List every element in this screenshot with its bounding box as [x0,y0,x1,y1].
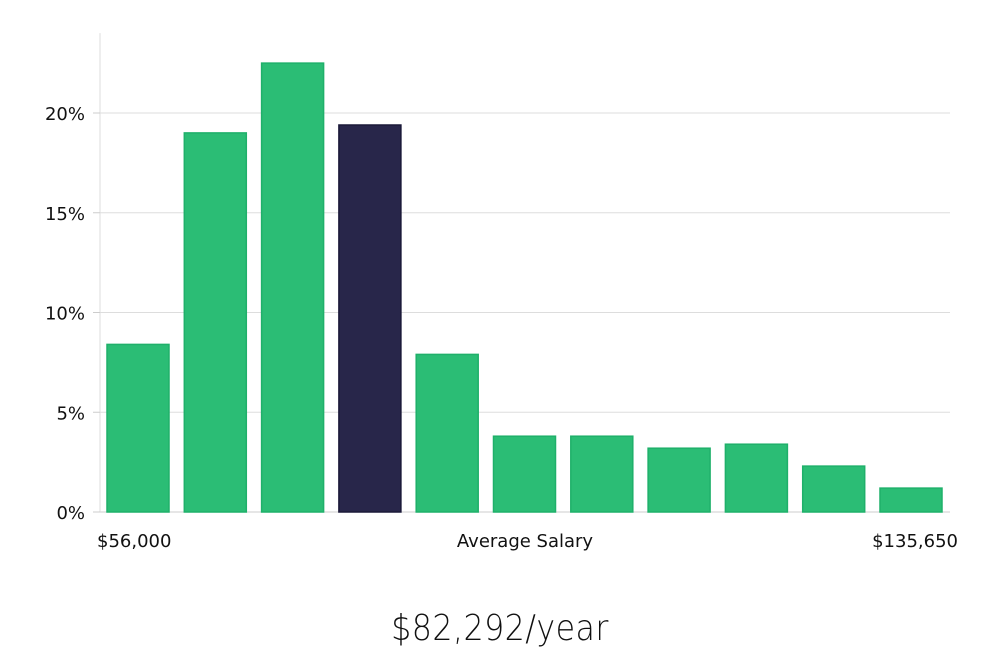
bars-group [106,62,943,513]
average-salary-headline: $82,292/year [391,608,609,649]
salary-histogram: 0% 5% 10% 15% 20% $56,000 Average Salary $13… [45,33,958,552]
y-tick-label: 5% [56,403,85,424]
bar-6 [492,435,557,513]
bar-9 [724,443,789,513]
bar-2 [183,132,248,513]
bar-11 [879,487,943,513]
bar-7 [570,435,634,513]
bar-1 [106,343,170,513]
bar-highlighted [338,124,402,513]
y-tick-labels: 0% 5% 10% 15% 20% [45,104,100,524]
bar-10 [801,465,866,513]
bar-3 [260,62,325,513]
bar-8 [647,447,711,513]
x-min-label: $56,000 [97,531,171,552]
bar-5 [415,353,479,513]
y-tick-label: 0% [56,503,85,524]
y-tick-label: 10% [45,304,85,325]
y-tick-label: 20% [45,104,85,125]
x-max-label: $135,650 [872,531,958,552]
x-axis-title: Average Salary [457,531,594,552]
y-tick-label: 15% [45,204,85,225]
